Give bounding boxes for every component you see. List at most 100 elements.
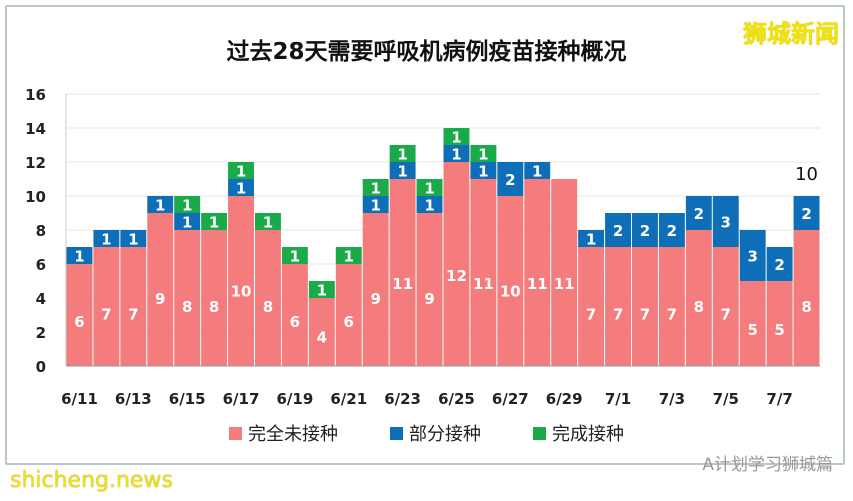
data-label: 7 xyxy=(128,305,138,323)
legend-item-unvaccinated: 完全未接种 xyxy=(229,420,338,446)
x-tick-label: 7/5 xyxy=(713,390,739,408)
x-tick-label: 7/7 xyxy=(766,390,792,408)
x-tick-label: 7/3 xyxy=(659,390,685,408)
x-tick-label: 7/1 xyxy=(605,390,631,408)
data-label: 8 xyxy=(694,298,704,316)
y-tick-label: 4 xyxy=(36,290,46,308)
data-label: 1 xyxy=(451,146,461,164)
y-tick-label: 10 xyxy=(25,188,46,206)
x-tick-label: 6/27 xyxy=(492,390,529,408)
data-label: 10 xyxy=(500,283,521,301)
data-label: 8 xyxy=(182,298,192,316)
legend-label: 部分接种 xyxy=(409,424,481,445)
data-label: 7 xyxy=(667,305,677,323)
bar-segment xyxy=(147,196,174,213)
bar-segment xyxy=(685,230,712,366)
bar-segment xyxy=(389,179,416,366)
data-label: 1 xyxy=(370,180,380,198)
data-label: 1 xyxy=(290,248,300,266)
y-tick-label: 0 xyxy=(36,358,46,376)
bar-segment xyxy=(93,230,120,247)
bar-segment xyxy=(66,247,93,264)
data-label: 1 xyxy=(397,163,407,181)
data-label: 1 xyxy=(128,231,138,249)
bar-segment xyxy=(93,247,120,366)
data-label: 10 xyxy=(231,283,252,301)
x-tick-label: 6/15 xyxy=(169,390,206,408)
data-label: 9 xyxy=(424,290,434,308)
bar-segment xyxy=(174,196,201,213)
data-label: 7 xyxy=(721,305,731,323)
bar-segment xyxy=(632,213,658,247)
bar-segment xyxy=(389,145,416,162)
x-tick-label: 6/19 xyxy=(276,390,313,408)
bar-segment xyxy=(174,230,201,366)
data-label: 12 xyxy=(446,267,467,285)
bar-segment xyxy=(255,213,281,230)
y-tick-label: 6 xyxy=(36,256,46,274)
data-label: 7 xyxy=(640,305,650,323)
x-tick-label: 6/29 xyxy=(546,390,583,408)
x-tick-label: 6/23 xyxy=(384,390,421,408)
bar-segment xyxy=(497,196,524,366)
bar-segment xyxy=(632,247,658,366)
data-label: 1 xyxy=(586,231,596,249)
bar-segment xyxy=(308,298,335,366)
data-label: 2 xyxy=(694,205,704,223)
bar-segment xyxy=(308,281,335,298)
bar-segment xyxy=(470,145,497,162)
data-label: 1 xyxy=(478,163,488,181)
data-label: 2 xyxy=(505,171,515,189)
bar-segment xyxy=(201,213,228,230)
bar-segment xyxy=(174,213,201,230)
bar-segment xyxy=(685,196,712,230)
bar-segment xyxy=(793,196,820,230)
chart-frame xyxy=(5,5,845,465)
data-label: 1 xyxy=(182,197,192,215)
bar-segment xyxy=(443,128,470,145)
bar-segment xyxy=(766,247,793,281)
legend-label: 完成接种 xyxy=(552,424,624,445)
legend: 完全未接种 部分接种 完成接种 xyxy=(0,420,853,446)
bar-segment xyxy=(470,179,497,366)
bar-segment xyxy=(389,162,416,179)
legend-label: 完全未接种 xyxy=(248,424,338,445)
data-label: 1 xyxy=(344,248,354,266)
data-label: 11 xyxy=(554,275,575,293)
bar-segment xyxy=(605,247,631,366)
data-label: 1 xyxy=(74,248,84,266)
data-label: 7 xyxy=(613,305,623,323)
wechat-watermark: A计划学习狮城篇 xyxy=(702,455,833,475)
data-label: 6 xyxy=(74,313,84,331)
data-label: 1 xyxy=(182,214,192,232)
bar-segment xyxy=(416,196,443,213)
data-label: 8 xyxy=(209,298,219,316)
legend-item-partial: 部分接种 xyxy=(390,420,481,446)
data-label: 8 xyxy=(263,298,273,316)
chart-title: 过去28天需要呼吸机病例疫苗接种概况 xyxy=(226,39,627,65)
data-label: 5 xyxy=(774,321,784,339)
data-label: 8 xyxy=(801,298,811,316)
data-label: 9 xyxy=(155,290,165,308)
data-label: 1 xyxy=(424,197,434,215)
y-tick-label: 2 xyxy=(36,324,46,342)
x-tick-label: 6/11 xyxy=(61,390,98,408)
bar-segment xyxy=(362,179,389,196)
bar-segment xyxy=(658,213,685,247)
bar-segment xyxy=(578,230,605,247)
bar-segment xyxy=(120,247,147,366)
data-label: 1 xyxy=(424,180,434,198)
bar-segment xyxy=(228,162,254,179)
data-label: 1 xyxy=(101,231,111,249)
bar-segment xyxy=(335,264,362,366)
data-label: 1 xyxy=(451,129,461,147)
y-tick-label: 14 xyxy=(25,120,46,138)
bar-segment xyxy=(228,196,254,366)
data-label: 11 xyxy=(392,275,413,293)
y-tick-label: 8 xyxy=(36,222,46,240)
bar-segment xyxy=(605,213,631,247)
data-label: 11 xyxy=(527,275,548,293)
bar-segment xyxy=(362,213,389,366)
data-label: 1 xyxy=(370,197,380,215)
